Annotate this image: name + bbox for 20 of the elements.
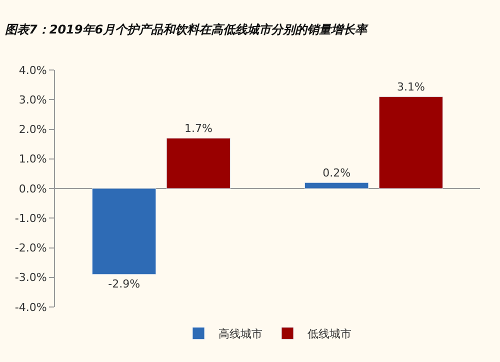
bar [166,138,231,189]
y-tick-label: -1.0% [14,212,47,225]
y-tick-label: -3.0% [14,271,47,284]
legend-label: 低线城市 [308,328,352,341]
data-label: 3.1% [396,80,425,94]
y-tick-label: 1.0% [18,152,47,166]
bar [304,182,369,189]
chart-title: 图表7：2019年6月个护产品和饮料在高低线城市分别的销量增长率 [5,22,370,37]
bar [378,96,444,189]
y-tick-label: 3.0% [18,93,47,106]
y-tick-label: 0.0% [18,182,47,196]
data-label: 0.2% [322,166,351,180]
data-label: -2.9% [108,277,140,290]
y-tick-label: -2.0% [14,242,47,255]
bar [92,188,156,275]
y-tick-label: 4.0% [18,64,47,77]
data-label: 1.7% [184,122,212,136]
y-tick-label: -4.0% [14,300,47,314]
y-tick-label: 2.0% [18,123,47,136]
legend-label: 高线城市 [218,328,262,341]
